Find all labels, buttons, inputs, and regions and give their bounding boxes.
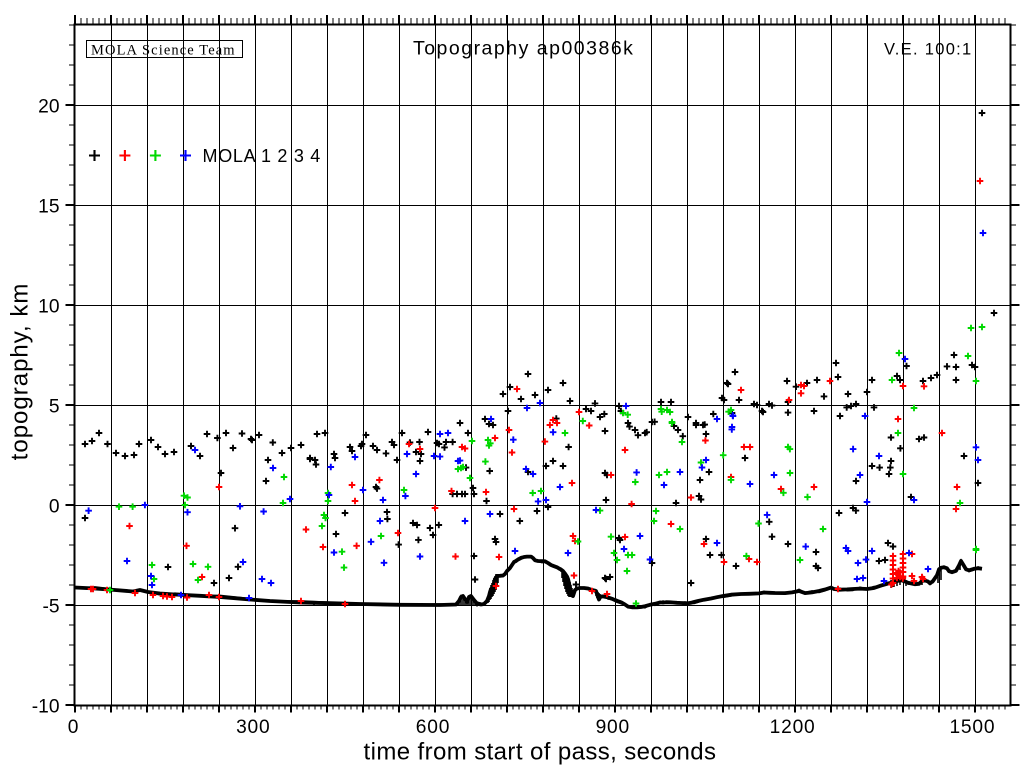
svg-text:time from start of pass, secon: time from start of pass, seconds [364,739,717,766]
svg-text:-5: -5 [42,597,59,618]
svg-text:V.E. 100:1: V.E. 100:1 [884,41,973,59]
svg-text:20: 20 [38,97,59,118]
svg-text:0: 0 [49,497,60,518]
svg-text:0: 0 [68,717,79,738]
svg-text:Topography ap00386k: Topography ap00386k [413,38,635,60]
svg-text:MOLA Science Team: MOLA Science Team [91,42,236,58]
svg-text:MOLA 1 2 3 4: MOLA 1 2 3 4 [203,146,321,166]
svg-text:900: 900 [596,717,630,738]
svg-text:1500: 1500 [949,717,995,738]
svg-text:topography, km: topography, km [7,283,34,461]
svg-text:-10: -10 [32,697,60,718]
svg-text:15: 15 [38,197,59,218]
svg-text:600: 600 [416,717,450,738]
svg-text:5: 5 [49,397,60,418]
svg-text:1200: 1200 [770,717,816,738]
svg-text:10: 10 [38,297,59,318]
svg-text:300: 300 [236,717,270,738]
